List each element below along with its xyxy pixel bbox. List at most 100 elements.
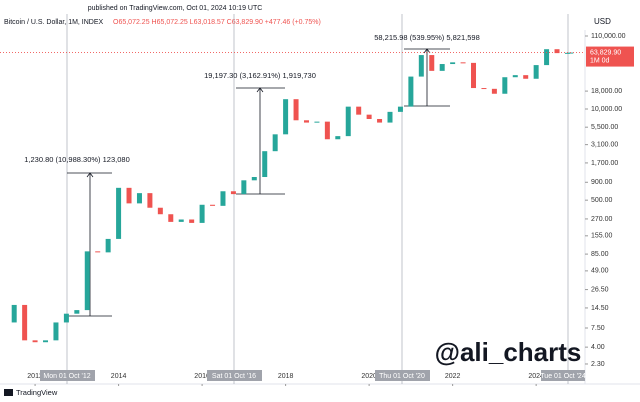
measure-tools (67, 48, 450, 317)
candle (53, 322, 59, 341)
x-tick-label: 2016 (194, 373, 210, 380)
x-tick-label: 2012 (27, 373, 43, 380)
candle (84, 251, 90, 311)
candle (429, 55, 435, 71)
symbol: Bitcoin / U.S. Dollar, 1M, INDEX (4, 19, 104, 26)
candle (418, 55, 424, 77)
cursor-label: Sat 01 Oct '16 (212, 373, 256, 380)
candle (189, 219, 195, 223)
candle (387, 111, 393, 123)
cursor-lines (66, 14, 569, 384)
cursor-labels: Mon 01 Oct '12 Sat 01 Oct '16 Thu 01 Oct… (40, 370, 586, 381)
candle (471, 62, 477, 89)
y-tick-label: 110,000.00 (591, 33, 626, 40)
candle (554, 49, 560, 54)
y-tick-label: 1,700.00 (591, 160, 618, 167)
candle (377, 118, 383, 123)
candle (314, 121, 320, 123)
y-tick-label: 270.00 (591, 216, 613, 223)
y-tick-label: 500.00 (591, 197, 613, 204)
candle (220, 191, 226, 206)
y-tick-label: 7.50 (591, 325, 605, 332)
price-box (586, 46, 634, 67)
y-tick-label: 5,500.00 (591, 124, 618, 131)
candle (460, 62, 466, 64)
candle (126, 187, 132, 204)
candle (116, 187, 122, 239)
candle (168, 214, 174, 222)
candle (241, 180, 247, 195)
candle (178, 219, 184, 222)
candle (230, 191, 236, 195)
brand: TradingView (16, 388, 58, 397)
candle (105, 238, 111, 253)
candle (564, 52, 570, 54)
y-tick-label: 155.00 (591, 233, 613, 240)
candle (533, 65, 539, 79)
candle (335, 136, 341, 140)
measure-label: 58,215.98 (539.95%) 5,821,598 (374, 33, 480, 42)
cursor-label: Thu 01 Oct '20 (379, 373, 425, 380)
candle (303, 120, 309, 123)
x-tick-label: 2018 (278, 373, 294, 380)
y-tick-label: 85.00 (591, 251, 609, 258)
ohlc: O65,072.25 H65,072.25 L63,018.57 C63,829… (113, 19, 321, 26)
y-tick-label: 4.00 (591, 344, 605, 351)
candle (262, 151, 268, 178)
x-tick-label: 2014 (111, 373, 127, 380)
candle (199, 204, 205, 223)
candle (157, 207, 163, 215)
x-tick-label: 2024 (528, 373, 544, 380)
candle (147, 193, 153, 208)
candle (95, 251, 101, 253)
y-tick-label: 2.30 (591, 361, 605, 368)
candle (210, 204, 216, 206)
candle (324, 121, 330, 140)
candle (491, 88, 497, 94)
watermark: @ali_charts (435, 337, 582, 367)
candle (32, 340, 38, 343)
candle (544, 49, 550, 66)
candle (450, 62, 456, 65)
y-tick-label: 10,000.00 (591, 106, 622, 113)
measure-label: 19,197.30 (3,162.91%) 1,919,730 (204, 71, 316, 80)
y-tick-label: 26.50 (591, 286, 609, 293)
candle (408, 76, 414, 107)
candle (43, 340, 49, 343)
candle (11, 304, 17, 323)
y-tick-label: 900.00 (591, 179, 613, 186)
currency: USD (594, 17, 611, 26)
candle (136, 193, 142, 204)
cursor-label: Tue 01 Oct '24 (540, 373, 586, 380)
candle (512, 75, 518, 78)
candle (481, 88, 487, 90)
countdown: 1M 0d (590, 57, 610, 64)
y-tick-label: 18,000.00 (591, 88, 622, 95)
candle (568, 52, 574, 54)
candle (397, 106, 403, 112)
candle (439, 64, 445, 71)
y-tick-label: 14.50 (591, 305, 609, 312)
candle (63, 313, 69, 323)
candle (345, 106, 351, 137)
x-tick-label: 2020 (361, 373, 377, 380)
candle (22, 304, 28, 341)
y-tick-label: 3,100.00 (591, 141, 618, 148)
candle (366, 114, 372, 119)
candle (74, 310, 80, 314)
candle (356, 106, 362, 115)
candle (272, 134, 278, 152)
cursor-label: Mon 01 Oct '12 (43, 373, 90, 380)
x-tick-label: 2022 (445, 373, 461, 380)
candle (251, 177, 257, 181)
candle (523, 75, 529, 79)
y-tick-label: 49.00 (591, 268, 609, 275)
price-label: 63,829.90 (590, 49, 621, 56)
published: published on TradingView.com, Oct 01, 20… (88, 5, 263, 12)
candle (502, 77, 508, 94)
candle (293, 99, 299, 121)
candle (283, 99, 289, 135)
measure-label: 1,230.80 (10,988.30%) 123,080 (24, 155, 130, 164)
logo (4, 389, 13, 396)
